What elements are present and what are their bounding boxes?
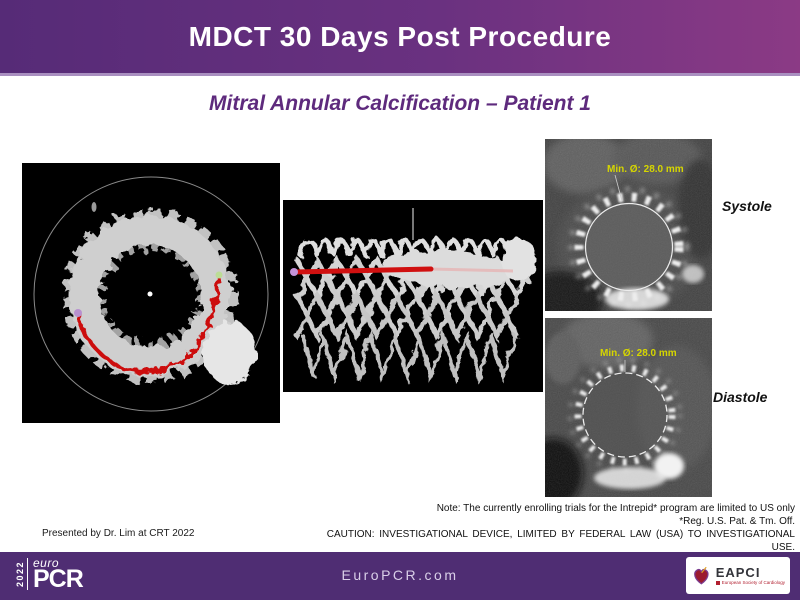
annular-trace-faded <box>430 267 514 273</box>
ct-systole-image: Min. Ø: 28.0 mm <box>545 139 712 311</box>
trace-start-marker <box>290 268 298 276</box>
annular-trace-red-line <box>76 274 221 374</box>
min-diameter-label: Min. Ø: 28.0 mm <box>607 164 684 175</box>
europcr-url: EuroPCR.com <box>341 567 459 583</box>
systole-caption: Systole <box>722 198 772 214</box>
regulatory-notes: Note: The currently enrolling trials for… <box>325 502 795 554</box>
slide-title: MDCT 30 Days Post Procedure <box>188 20 612 52</box>
note-enrollment: Note: The currently enrolling trials for… <box>436 503 795 514</box>
eapci-logo: EAPCI European Society of Cardiology <box>686 557 790 594</box>
note-trademark: *Reg. U.S. Pat. & Tm. Off. <box>679 516 795 527</box>
strut-calcification-ring <box>568 186 704 310</box>
trace-end-marker <box>215 271 223 279</box>
strut-calcification-ring <box>568 358 684 489</box>
note-caution: CAUTION: INVESTIGATIONAL DEVICE, LIMITED… <box>326 529 795 553</box>
eapci-name: EAPCI <box>715 564 761 580</box>
europcr-logo-euro: euro <box>33 556 60 570</box>
measurement-circle <box>582 372 668 458</box>
annular-trace-red-line <box>292 266 434 275</box>
center-dot <box>147 291 153 297</box>
measurement-circle <box>584 202 674 292</box>
valve-top-view-image <box>22 163 280 423</box>
presenter-credit: Presented by Dr. Lim at CRT 2022 <box>42 528 195 539</box>
measurement-leader-line <box>614 174 623 202</box>
eapci-tagline: European Society of Cardiology <box>721 579 785 585</box>
valve-side-view-image <box>283 200 543 392</box>
eapci-heart-icon <box>694 566 709 585</box>
slide-header: MDCT 30 Days Post Procedure <box>0 0 800 76</box>
slide-footer: 2022 euro PCR EuroPCR.com EAPCI European… <box>0 552 800 600</box>
slide-subtitle: Mitral Annular Calcification – Patient 1 <box>209 92 591 115</box>
ct-diastole-render: Min. Ø: 28.0 mm <box>545 318 712 497</box>
calcification-blob <box>501 238 537 282</box>
calcification-blob <box>204 321 256 385</box>
valve-side-view-render <box>283 200 543 392</box>
field-of-view-circle <box>33 176 269 412</box>
europcr-logo-pcr: PCR <box>33 565 84 593</box>
ct-systole-render: Min. Ø: 28.0 mm <box>545 139 712 311</box>
min-diameter-label: Min. Ø: 28.0 mm <box>600 348 677 359</box>
europcr-logo: 2022 euro PCR <box>14 556 84 593</box>
diastole-caption: Diastole <box>713 389 768 405</box>
logo-divider <box>27 557 28 590</box>
trace-start-marker <box>74 309 82 317</box>
valve-top-view-render <box>22 163 280 423</box>
ct-diastole-image: Min. Ø: 28.0 mm <box>545 318 712 497</box>
esc-mark-icon <box>715 581 720 585</box>
artifact-speck <box>91 202 97 212</box>
